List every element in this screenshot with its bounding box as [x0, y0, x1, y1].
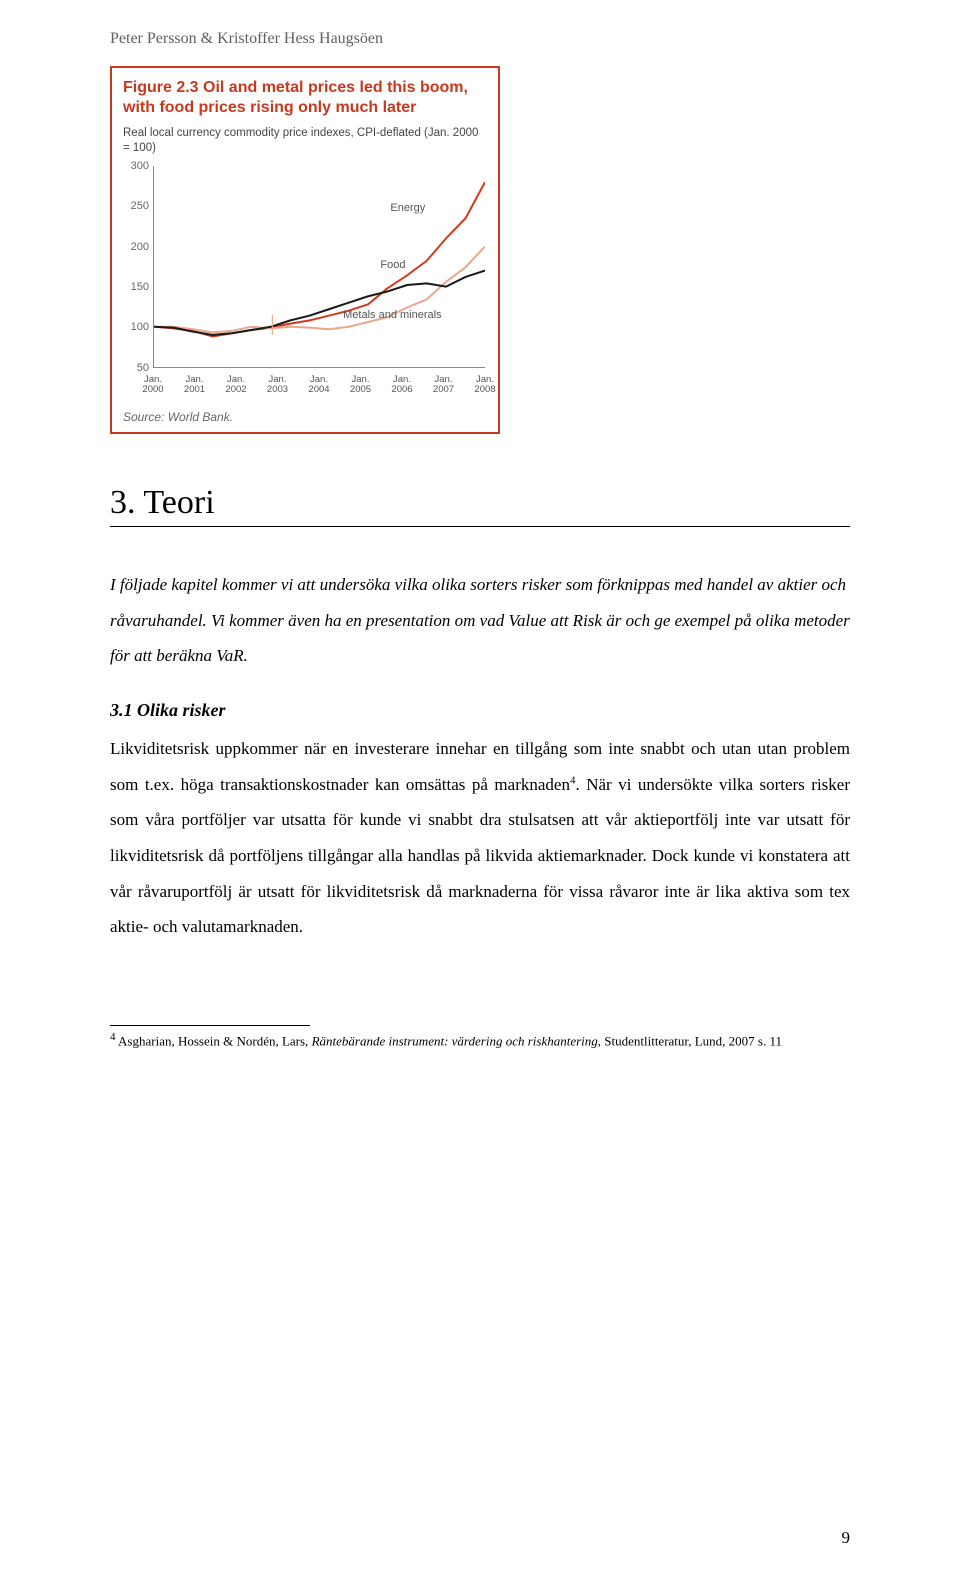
section-intro: I följade kapitel kommer vi att undersök…: [110, 567, 850, 674]
figure-source: Source: World Bank.: [117, 402, 493, 424]
subsection-heading: 3.1 Olika risker: [110, 700, 850, 721]
ytick-label: 150: [117, 281, 149, 293]
plot-area: Energy Food Metals and minerals: [153, 166, 485, 368]
xtick-label: Jan.2006: [391, 375, 412, 396]
footnote-number: 4: [110, 1031, 116, 1043]
series-metals-and-minerals: [154, 270, 485, 334]
series-label-food: Food: [380, 259, 405, 271]
figure-subtitle: Real local currency commodity price inde…: [117, 124, 493, 162]
ytick-label: 250: [117, 200, 149, 212]
section-rule: [110, 526, 850, 527]
xtick-label: Jan.2004: [308, 375, 329, 396]
xtick-label: Jan.2003: [267, 375, 288, 396]
ytick-label: 100: [117, 321, 149, 333]
footnote-title: Räntebärande instrument: värdering och r…: [312, 1033, 598, 1048]
figure-source-value: World Bank.: [168, 410, 233, 424]
running-head: Peter Persson & Kristoffer Hess Haugsöen: [110, 30, 850, 48]
xtick-label: Jan.2005: [350, 375, 371, 396]
xtick-label: Jan.2000: [142, 375, 163, 396]
chart: 50 100 150 200 250 300 Energy Food Metals and m…: [117, 162, 493, 402]
footnote-rule: [110, 1025, 310, 1026]
footnote: 4 Asgharian, Hossein & Nordén, Lars, Rän…: [110, 1030, 850, 1050]
body-paragraph: Likviditetsrisk uppkommer när en investe…: [110, 731, 850, 945]
page-number: 9: [842, 1528, 851, 1548]
footnote-authors: Asgharian, Hossein & Nordén, Lars,: [118, 1033, 312, 1048]
footnote-tail: , Studentlitteratur, Lund, 2007 s. 11: [598, 1033, 782, 1048]
figure-source-label: Source:: [123, 410, 164, 424]
ytick-label: 50: [117, 362, 149, 374]
xtick-label: Jan.2007: [433, 375, 454, 396]
ytick-label: 300: [117, 160, 149, 172]
body-part2: . När vi undersökte vilka sorters risker…: [110, 775, 850, 937]
ytick-label: 200: [117, 241, 149, 253]
xtick-label: Jan.2001: [184, 375, 205, 396]
series-label-energy: Energy: [390, 202, 425, 214]
figure-title: Figure 2.3 Oil and metal prices led this…: [117, 78, 493, 124]
series-label-metals-and-minerals: Metals and minerals: [343, 309, 441, 321]
xtick-label: Jan.2002: [225, 375, 246, 396]
xtick-label: Jan.2008: [474, 375, 495, 396]
section-heading: 3. Teori: [110, 484, 850, 522]
figure-box: Figure 2.3 Oil and metal prices led this…: [110, 66, 500, 434]
